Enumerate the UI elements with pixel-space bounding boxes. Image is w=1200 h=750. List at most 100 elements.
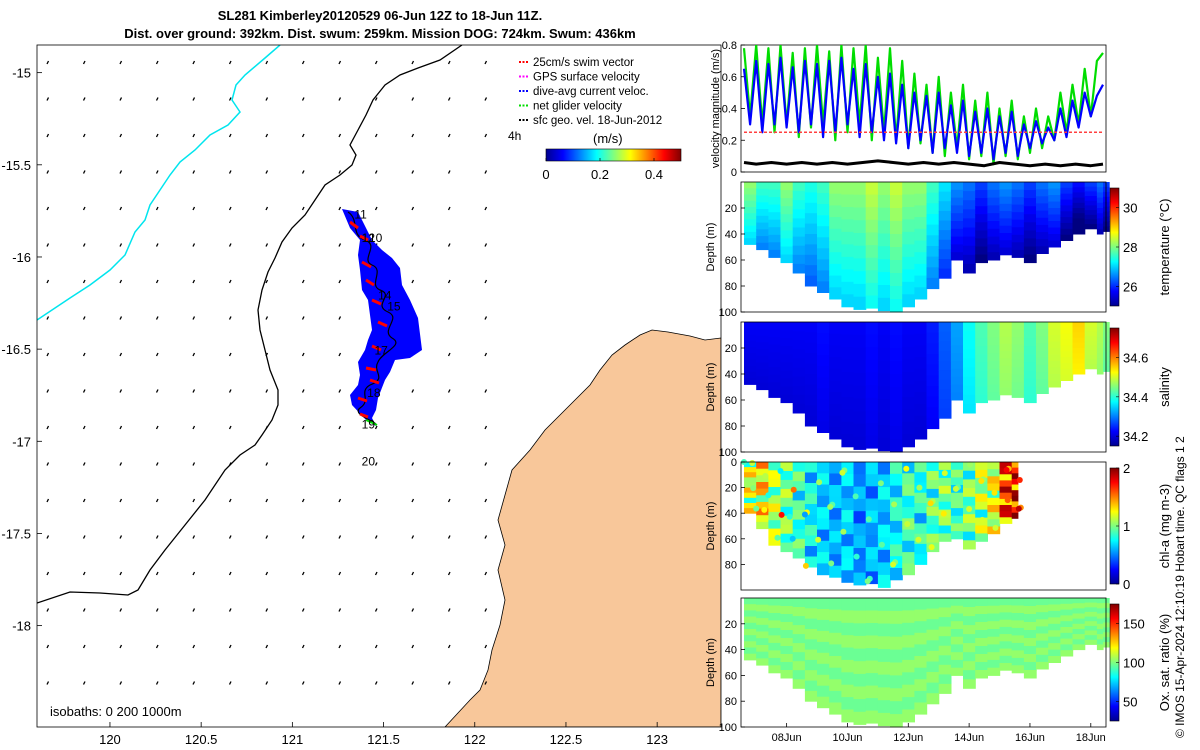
section-cell: [877, 347, 891, 362]
section-cell: [865, 182, 879, 196]
section-cell: [914, 472, 928, 483]
section-cell: [902, 322, 915, 335]
section-cell: [744, 487, 757, 494]
section-cell: [829, 485, 842, 497]
section-cell: [792, 519, 806, 530]
surface-velocity-arrow: [265, 60, 269, 65]
section-cell: [902, 359, 915, 373]
section-cell: [1084, 621, 1098, 627]
section-cell: [768, 322, 782, 330]
section-cell: [950, 531, 964, 540]
section-cell: [975, 230, 988, 239]
section-cell: [963, 218, 976, 228]
section-cell: [841, 231, 855, 245]
section-cell: [853, 423, 867, 438]
section-cell: [877, 322, 891, 336]
section-cell: [865, 232, 879, 246]
section-cell: [744, 378, 757, 385]
surface-velocity-arrow: [228, 97, 232, 101]
section-cell: [999, 225, 1013, 234]
section-cell: [987, 337, 1001, 346]
surface-velocity-arrow: [155, 571, 159, 576]
section-cell: [865, 535, 879, 548]
section-cell: [1084, 191, 1098, 197]
section-cell: [865, 282, 879, 296]
surface-velocity-arrow: [82, 279, 86, 284]
section-cell: [999, 655, 1013, 664]
section-cell: [829, 508, 842, 521]
section-cell: [1023, 254, 1037, 264]
surface-velocity-arrow: [484, 133, 488, 138]
section-cell: [987, 252, 1001, 261]
section-cell: [1048, 630, 1061, 638]
surface-velocity-arrow: [119, 535, 123, 539]
surface-velocity-arrow: [46, 462, 50, 466]
section-cell: [890, 598, 903, 612]
section-cell: [926, 693, 940, 705]
section-cell: [853, 182, 867, 196]
section-cell: [963, 403, 976, 414]
section-cell: [804, 275, 818, 287]
section-cell: [926, 650, 940, 662]
section-cell: [829, 632, 842, 645]
section-cell: [1060, 345, 1074, 352]
section-cell: [926, 203, 940, 215]
section-cell: [1084, 354, 1098, 360]
surface-velocity-arrow: [338, 571, 342, 576]
surface-velocity-arrow: [155, 352, 159, 357]
section-cell: [1096, 223, 1104, 230]
surface-velocity-arrow: [82, 316, 86, 320]
surface-velocity-arrow: [301, 316, 305, 320]
section-cell: [1023, 630, 1037, 639]
section-cell: [1096, 629, 1104, 635]
section-cell: [1011, 635, 1025, 644]
section-cell: [841, 546, 855, 559]
section-cell: [890, 485, 903, 498]
section-cell: [817, 674, 830, 687]
section-cell: [987, 221, 1001, 230]
chl-sample-dot: [753, 505, 760, 512]
section-cell: [987, 329, 1001, 339]
day-label: 11: [354, 207, 367, 221]
section-cell: [877, 487, 891, 501]
surface-velocity-arrow: [484, 279, 488, 284]
section-cell: [926, 267, 940, 279]
section-cell: [1048, 227, 1061, 235]
section-cell: [1072, 613, 1086, 620]
section-cell: [1084, 200, 1098, 206]
credit-text: © IMOS 15-Apr-2024 12:10:19 Hobart time.…: [1173, 436, 1187, 738]
surface-velocity-arrow: [484, 681, 488, 685]
section-colorbar-tick-label: 150: [1123, 617, 1145, 632]
section-cell: [1048, 623, 1061, 631]
section-cell: [987, 392, 1001, 401]
section-cell: [1084, 611, 1098, 617]
section-cell: [926, 277, 940, 290]
section-cell: [829, 193, 842, 206]
surface-velocity-arrow: [301, 644, 305, 649]
surface-velocity-arrow: [82, 97, 86, 101]
surface-velocity-arrow: [447, 352, 451, 357]
section-cell: [768, 511, 782, 521]
section-y-label: Depth (m): [705, 363, 717, 412]
map-lon-tick-label: 120: [99, 732, 121, 747]
section-cell: [999, 365, 1013, 374]
surface-velocity-arrow: [484, 425, 488, 430]
section-cell: [1048, 617, 1061, 625]
surface-velocity-arrow: [484, 206, 488, 211]
section-cell: [926, 598, 940, 610]
section-cell: [975, 638, 988, 647]
section-y-tick-label: 60: [725, 255, 737, 267]
section-cell: [877, 610, 891, 625]
section-cell: [963, 496, 976, 506]
section-cell: [877, 700, 891, 714]
section-cell: [987, 505, 1001, 513]
surface-velocity-arrow: [82, 462, 86, 466]
surface-velocity-arrow: [484, 608, 488, 612]
section-cell: [963, 331, 976, 341]
section-cell: [987, 613, 1001, 622]
map-lat-tick-label: -15.5: [1, 158, 31, 173]
surface-velocity-arrow: [374, 644, 378, 649]
section-cell: [890, 273, 903, 287]
section-cell: [804, 405, 818, 417]
